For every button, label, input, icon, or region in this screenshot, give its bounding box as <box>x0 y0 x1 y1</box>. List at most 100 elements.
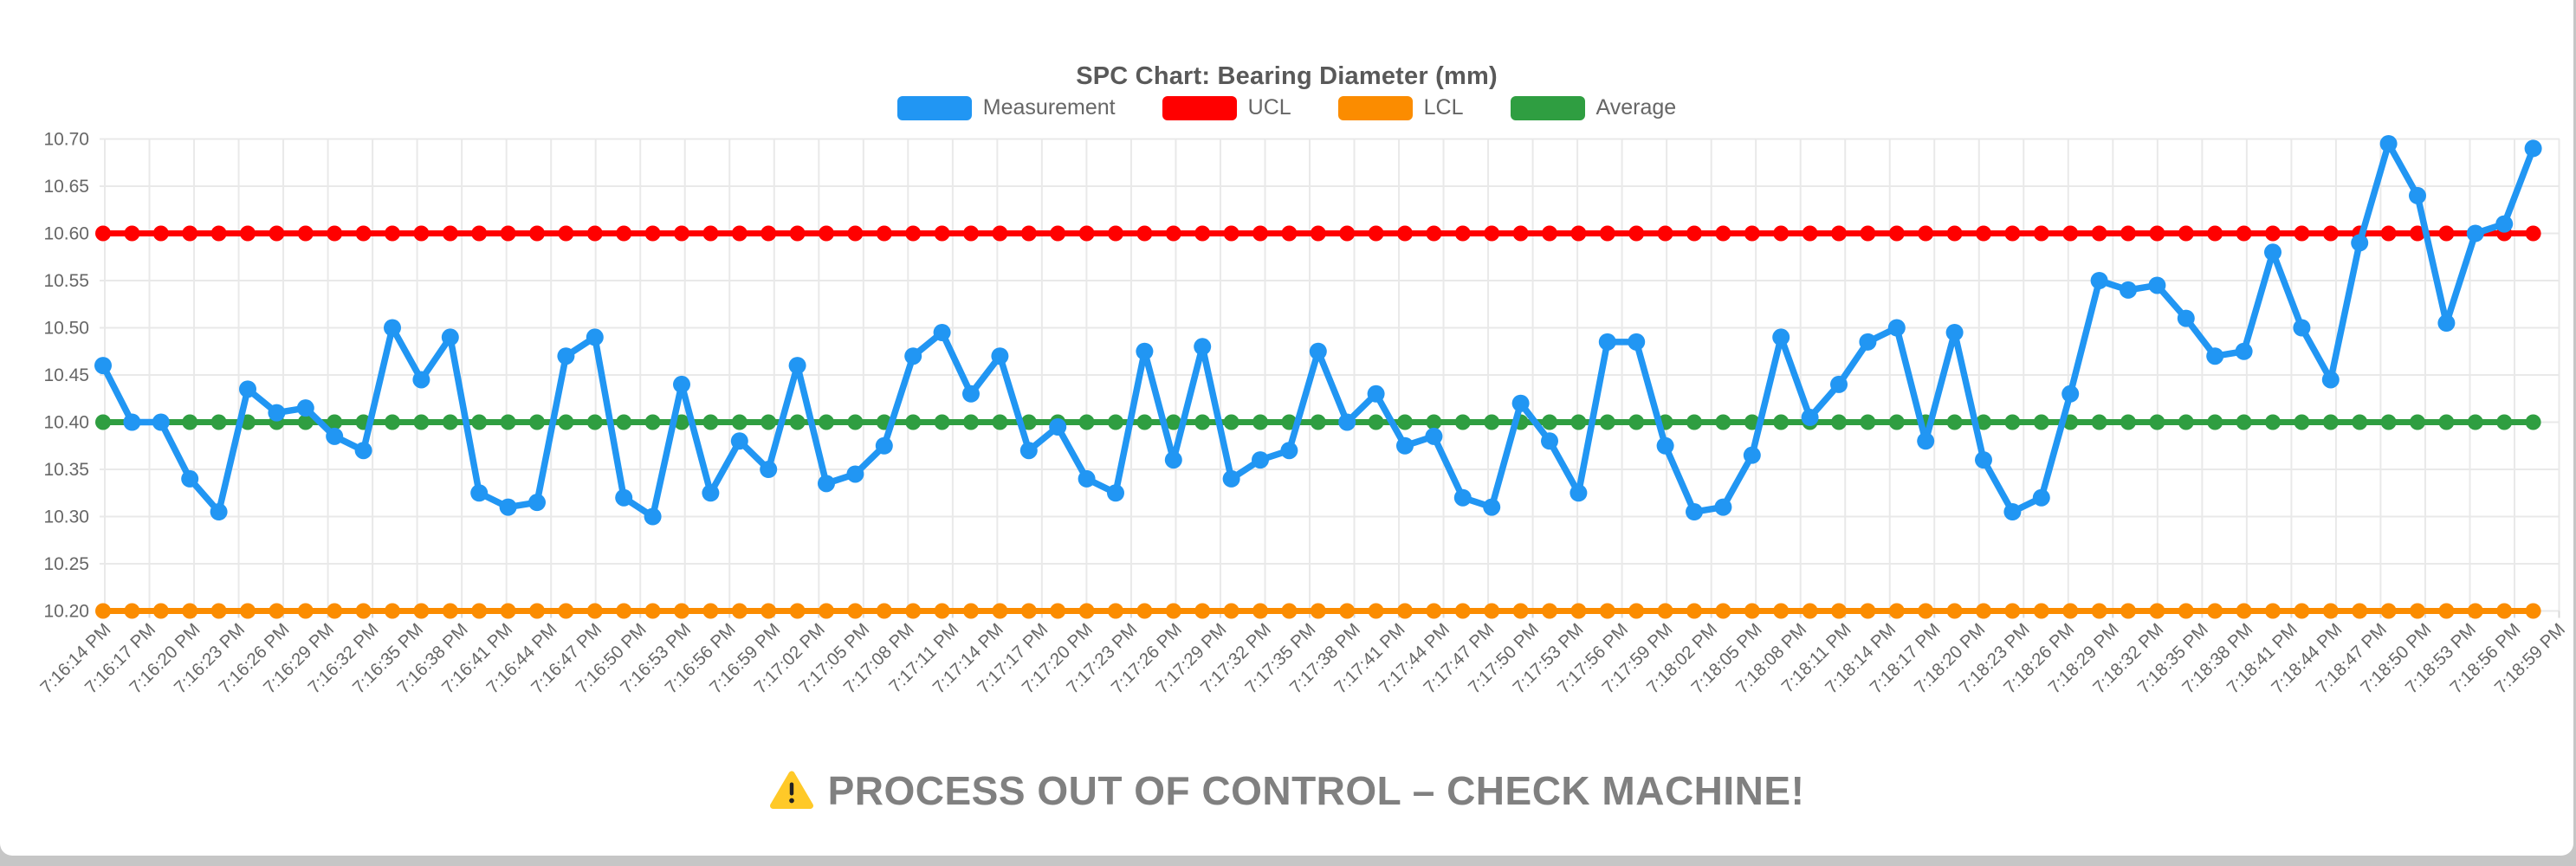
average-point <box>1310 414 1326 430</box>
average-point <box>1715 414 1731 430</box>
average-point <box>558 414 574 430</box>
average-point <box>586 414 603 430</box>
average-point <box>2033 414 2049 430</box>
measurement-point <box>412 371 430 389</box>
ucl-point <box>269 225 285 242</box>
measurement-point <box>1194 338 1212 356</box>
measurement-point <box>2120 281 2137 299</box>
average-point <box>819 414 834 430</box>
measurement-point <box>1541 432 1558 450</box>
average-point <box>1078 414 1095 430</box>
lcl-point <box>1542 603 1557 619</box>
measurement-point <box>1686 503 1703 521</box>
measurement-point <box>2409 186 2426 204</box>
lcl-point <box>1946 603 1963 619</box>
lcl-point <box>327 603 343 619</box>
ucl-point <box>2004 225 2021 242</box>
average-point <box>2149 414 2165 430</box>
ucl-point <box>2120 225 2136 242</box>
legend-item-average[interactable]: Average <box>1510 95 1677 120</box>
y-axis-tick-label: 10.45 <box>43 365 89 385</box>
measurement-point <box>2495 215 2514 233</box>
measurement-point <box>1078 469 1096 488</box>
measurement-point <box>586 328 604 346</box>
lcl-point <box>905 603 922 619</box>
measurement-point <box>1830 375 1848 393</box>
y-axis-tick-label: 10.65 <box>43 177 89 197</box>
average-point <box>2294 414 2310 430</box>
average-point <box>2207 414 2223 430</box>
measurement-point <box>962 385 980 403</box>
lcl-point <box>1512 603 1529 619</box>
lcl-point <box>2207 603 2223 619</box>
legend-item-lcl[interactable]: LCL <box>1337 95 1464 120</box>
legend-label: Average <box>1595 95 1677 120</box>
ucl-point <box>2062 225 2079 242</box>
ucl-point <box>1484 225 1500 242</box>
measurement-point <box>1222 469 1240 488</box>
average-point <box>529 414 545 430</box>
legend-item-ucl[interactable]: UCL <box>1162 95 1291 120</box>
average-point <box>1599 414 1615 430</box>
lcl-point <box>2004 603 2021 619</box>
lcl-point <box>1715 603 1731 619</box>
lcl-point <box>1918 603 1934 619</box>
average-point <box>1773 414 1790 430</box>
ucl-point <box>210 225 227 242</box>
lcl-point <box>2410 603 2425 619</box>
average-point <box>210 414 227 430</box>
ucl-point <box>95 225 111 242</box>
y-axis-labels: 10.70 10.65 10.60 10.55 10.50 10.45 10.40 10.35… <box>43 130 89 622</box>
ucl-point <box>1454 225 1471 242</box>
average-point <box>442 414 458 430</box>
lcl-point <box>1976 603 1991 619</box>
lcl-point <box>1339 603 1356 619</box>
ucl-point <box>1426 225 1442 242</box>
measurement-point <box>2293 319 2311 337</box>
lcl-point <box>1570 603 1587 619</box>
y-axis-tick-label: 10.50 <box>43 319 89 339</box>
average-point <box>702 414 719 430</box>
lcl-point <box>1831 603 1847 619</box>
average-point <box>2438 414 2455 430</box>
ucl-point <box>2525 225 2541 242</box>
ucl-point <box>992 225 1008 242</box>
ucl-point <box>2178 225 2194 242</box>
legend-swatch-average <box>1510 95 1585 120</box>
lcl-point <box>963 603 979 619</box>
lcl-point <box>586 603 603 619</box>
average-point <box>2178 414 2194 430</box>
ucl-point <box>1108 225 1123 242</box>
lcl-point <box>240 603 256 619</box>
average-point <box>1860 414 1876 430</box>
measurement-point <box>2321 371 2340 389</box>
chart-title: SPC Chart: Bearing Diameter (mm) <box>1076 62 1498 90</box>
measurement-point <box>1772 328 1790 346</box>
measurement-point <box>2090 272 2108 289</box>
ucl-point <box>2207 225 2223 242</box>
lcl-point <box>616 603 632 619</box>
ucl-point <box>586 225 603 242</box>
lcl-line <box>95 603 2541 619</box>
lcl-point <box>2294 603 2310 619</box>
measurement-line <box>94 134 2542 526</box>
average-point <box>471 414 488 430</box>
average-point <box>1484 414 1500 430</box>
y-axis-tick-label: 10.25 <box>43 554 89 574</box>
legend-item-measurement[interactable]: Measurement <box>896 95 1116 120</box>
ucl-point <box>1339 225 1356 242</box>
warning-text: PROCESS OUT OF CONTROL – CHECK MACHINE! <box>827 768 1805 813</box>
lcl-point <box>1454 603 1471 619</box>
warning-triangle-icon <box>769 771 813 810</box>
average-point <box>934 414 950 430</box>
measurement-point <box>1628 333 1646 351</box>
measurement-point <box>933 323 951 341</box>
measurement-point <box>2379 134 2398 152</box>
ucl-point <box>1397 225 1413 242</box>
measurement-point <box>1859 333 1877 351</box>
average-point <box>2091 414 2107 430</box>
lcl-point <box>2062 603 2079 619</box>
measurement-point <box>94 357 112 375</box>
average-point <box>500 414 516 430</box>
